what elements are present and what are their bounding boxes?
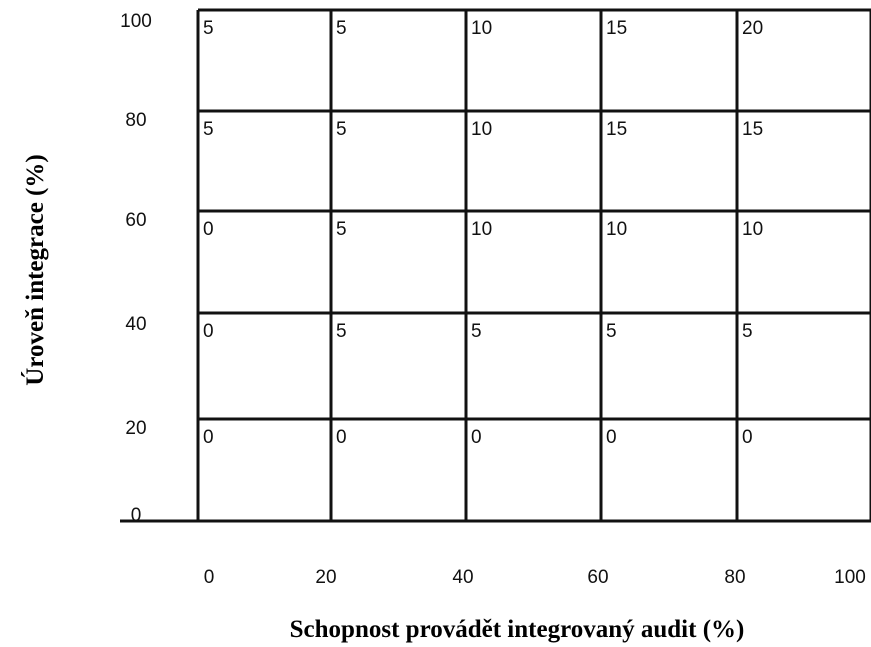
y-tick-label: 100: [120, 11, 152, 32]
cell-value: 0: [203, 219, 214, 240]
cell-value: 5: [203, 119, 214, 140]
cell-value: 0: [742, 427, 753, 448]
cell-value: 5: [742, 321, 753, 342]
y-tick-label: 40: [125, 314, 146, 335]
cell-values: 5 5 10 15 20 5 5 10 15 15 0 5 10 10 10 0 5 5 5 5 0 0 0 0 0: [203, 18, 763, 448]
x-tick-label: 20: [315, 567, 336, 588]
cell-value: 5: [336, 119, 347, 140]
cell-value: 0: [606, 427, 617, 448]
x-tick-labels: 0 20 40 60 80 100: [204, 567, 866, 588]
x-tick-label: 0: [204, 567, 215, 588]
cell-value: 0: [336, 427, 347, 448]
y-tick-labels: 0 20 40 60 80 100: [120, 11, 152, 526]
y-tick-label: 0: [131, 505, 142, 526]
cell-value: 5: [471, 321, 482, 342]
x-tick-label: 40: [452, 567, 473, 588]
y-tick-label: 60: [125, 210, 146, 231]
y-tick-label: 20: [125, 418, 146, 439]
cell-value: 10: [471, 119, 492, 140]
cell-value: 0: [203, 427, 214, 448]
x-axis-title: Schopnost provádět integrovaný audit (%): [290, 616, 745, 643]
cell-value: 5: [203, 18, 214, 39]
x-tick-label: 60: [587, 567, 608, 588]
cell-value: 15: [606, 18, 627, 39]
cell-value: 15: [742, 119, 763, 140]
y-axis-title: Úroveň integrace (%): [21, 154, 49, 385]
cell-value: 5: [336, 18, 347, 39]
cell-value: 10: [606, 219, 627, 240]
cell-value: 10: [742, 219, 763, 240]
cell-value: 0: [203, 321, 214, 342]
grid: [120, 8, 871, 523]
cell-value: 5: [336, 321, 347, 342]
y-tick-label: 80: [125, 110, 146, 131]
cell-value: 5: [336, 219, 347, 240]
cell-value: 15: [606, 119, 627, 140]
x-tick-label: 80: [724, 567, 745, 588]
x-tick-label: 100: [834, 567, 866, 588]
cell-value: 10: [471, 219, 492, 240]
cell-value: 20: [742, 18, 763, 39]
cell-value: 10: [471, 18, 492, 39]
cell-value: 5: [606, 321, 617, 342]
cell-value: 0: [471, 427, 482, 448]
